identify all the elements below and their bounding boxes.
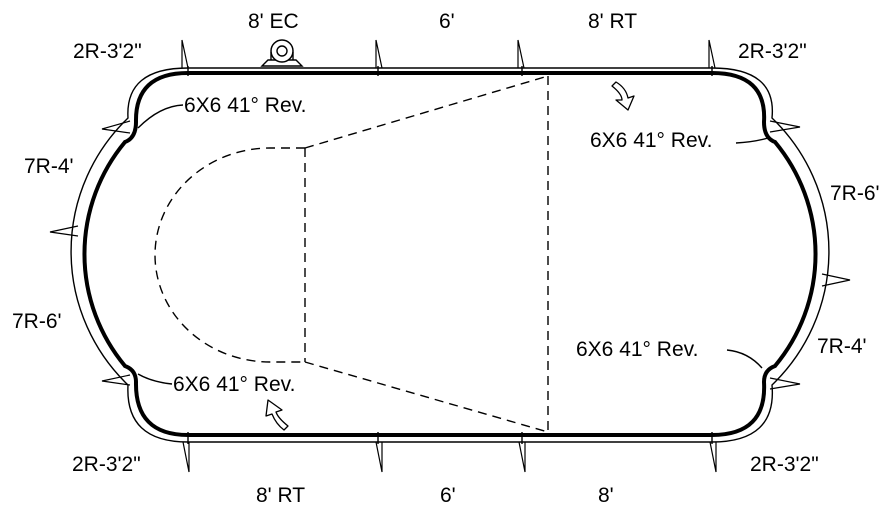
direction-arrow-icon <box>265 399 289 431</box>
side-label-right-upper: 7R-6' <box>830 182 880 205</box>
side-label-left-lower: 7R-6' <box>12 310 62 333</box>
dashed-outline <box>154 75 549 433</box>
segment-label-bottom-3: 8' <box>598 484 614 507</box>
callout-leaders <box>137 104 769 385</box>
side-label-right-lower: 7R-4' <box>817 335 867 358</box>
direction-arrow-icon <box>611 81 635 111</box>
callout-lower-left: 6X6 41° Rev. <box>173 373 295 396</box>
corner-label-bottom-left: 2R-3'2" <box>72 453 141 476</box>
side-label-left-upper: 7R-4' <box>24 155 74 178</box>
joint-flags <box>49 39 851 473</box>
segment-label-top-1: 8' EC <box>248 10 299 33</box>
callout-lower-right: 6X6 41° Rev. <box>576 338 698 361</box>
corner-label-bottom-right: 2R-3'2" <box>750 453 819 476</box>
segment-label-bottom-2: 6' <box>440 484 456 507</box>
lifting-eye-icon <box>260 39 304 67</box>
segment-label-top-2: 6' <box>439 10 455 33</box>
segment-label-bottom-1: 8' RT <box>256 484 305 507</box>
segment-label-top-3: 8' RT <box>588 10 637 33</box>
corner-label-top-right: 2R-3'2" <box>738 40 807 63</box>
callout-upper-right: 6X6 41° Rev. <box>590 129 712 152</box>
corner-label-top-left: 2R-3'2" <box>73 40 142 63</box>
callout-upper-left: 6X6 41° Rev. <box>184 94 306 117</box>
